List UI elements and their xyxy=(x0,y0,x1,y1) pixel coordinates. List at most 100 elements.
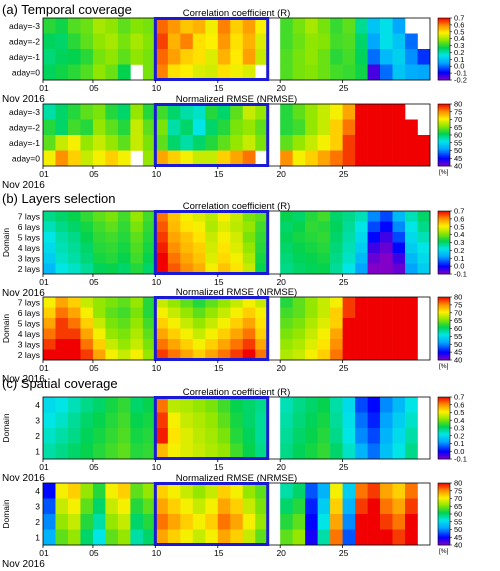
colorbar-segment xyxy=(438,263,450,265)
heatmap-cell xyxy=(43,529,56,546)
colorbar-segment xyxy=(438,76,450,79)
heatmap-cell xyxy=(417,221,431,233)
heatmap-cell xyxy=(405,318,418,329)
heatmap-cell xyxy=(155,33,169,50)
heatmap-cell xyxy=(242,64,256,81)
colorbar-label: 50 xyxy=(454,525,462,534)
colorbar-segment xyxy=(438,121,450,123)
heatmap-cell xyxy=(405,221,418,233)
colorbar-segment xyxy=(438,264,450,266)
heatmap-cell xyxy=(305,349,318,361)
heatmap-cell xyxy=(205,104,219,120)
y-tick-label: aday=-3 xyxy=(9,107,40,117)
heatmap-cell xyxy=(155,412,169,429)
heatmap-cell xyxy=(180,232,194,243)
heatmap-cell xyxy=(55,253,69,264)
x-tick-label: 20 xyxy=(276,363,286,373)
colorbar-segment xyxy=(438,244,450,247)
heatmap-cell xyxy=(130,443,144,460)
colorbar-segment xyxy=(438,312,450,315)
colorbar-segment xyxy=(438,492,450,494)
heatmap-cell xyxy=(180,397,194,413)
panel-title: Correlation coefficient (R) xyxy=(183,8,291,19)
colorbar-segment xyxy=(438,447,450,450)
heatmap-cell xyxy=(92,150,106,167)
heatmap-cell xyxy=(292,428,306,444)
colorbar-segment xyxy=(438,44,450,47)
colorbar-segment xyxy=(438,62,450,64)
colorbar-segment xyxy=(438,539,450,542)
heatmap-cell xyxy=(405,483,418,499)
colorbar-label: 70 xyxy=(454,115,462,124)
heatmap-cell xyxy=(92,232,106,243)
heatmap-cell xyxy=(367,428,381,444)
panel-title: Correlation coefficient (R) xyxy=(183,387,291,398)
heatmap-cell xyxy=(280,297,293,308)
heatmap-cell xyxy=(92,428,106,444)
heatmap-cell xyxy=(92,397,106,413)
heatmap-cell xyxy=(55,104,69,120)
heatmap-cell xyxy=(317,514,331,530)
heatmap-cell xyxy=(292,263,306,275)
colorbar-segment xyxy=(438,155,450,158)
heatmap-cell xyxy=(417,64,431,81)
colorbar-segment xyxy=(438,409,450,411)
colorbar-segment xyxy=(438,61,450,63)
colorbar-label: 75 xyxy=(454,107,462,116)
y-tick-label: 4 xyxy=(35,486,40,496)
heatmap-cell xyxy=(367,135,381,151)
heatmap-cell xyxy=(217,150,231,167)
heatmap-cell xyxy=(255,498,269,515)
heatmap-cell xyxy=(230,412,244,429)
heatmap-cell xyxy=(280,150,293,167)
heatmap-cell xyxy=(117,221,131,233)
heatmap-cell xyxy=(405,135,418,151)
heatmap-cell xyxy=(117,211,131,222)
heatmap-cell xyxy=(205,253,219,264)
heatmap-cell xyxy=(130,253,144,264)
heatmap-cell xyxy=(305,307,318,319)
heatmap-cell xyxy=(380,339,393,350)
heatmap-cell xyxy=(217,483,231,499)
x-tick-label: 05 xyxy=(89,83,99,93)
heatmap-cell xyxy=(280,397,293,413)
colorbar-segment xyxy=(438,45,450,48)
colorbar-segment xyxy=(438,245,450,248)
heatmap-cell xyxy=(92,64,106,81)
heatmap-cell xyxy=(67,483,81,499)
heatmap-cell xyxy=(105,297,119,308)
colorbar-segment xyxy=(438,250,450,253)
colorbar-segment xyxy=(438,232,450,234)
colorbar-segment xyxy=(438,122,450,125)
heatmap-cell xyxy=(405,339,418,350)
heatmap-cell xyxy=(317,318,331,329)
colorbar-segment xyxy=(438,27,450,29)
colorbar-segment xyxy=(438,75,450,78)
colorbar-segment xyxy=(438,425,450,428)
heatmap-cell xyxy=(142,339,156,350)
heatmap-cell xyxy=(205,232,219,243)
heatmap-cell xyxy=(292,307,306,319)
heatmap-cell xyxy=(142,412,156,429)
y-tick-label: 2 lays xyxy=(18,264,40,274)
heatmap-cell xyxy=(80,443,94,460)
colorbar-segment xyxy=(438,340,450,342)
heatmap-cell xyxy=(242,263,256,275)
heatmap-cell xyxy=(405,150,418,167)
heatmap-cell xyxy=(380,498,393,515)
heatmap-cell xyxy=(180,428,194,444)
heatmap-cell xyxy=(117,397,131,413)
heatmap-cell xyxy=(230,318,244,329)
colorbar-label: 0.7 xyxy=(454,393,464,402)
colorbar-label: 55 xyxy=(454,138,462,147)
colorbar-segment xyxy=(438,525,450,527)
heatmap-cell xyxy=(317,135,331,151)
colorbar-segment xyxy=(438,153,450,156)
colorbar-segment xyxy=(438,350,450,352)
colorbar-segment xyxy=(438,533,450,536)
y-tick-label: 7 lays xyxy=(18,211,40,221)
colorbar-segment xyxy=(438,257,450,259)
x-tick-label: 20 xyxy=(276,548,286,558)
heatmap-cell xyxy=(130,211,144,222)
colorbar-label: 70 xyxy=(454,308,462,317)
